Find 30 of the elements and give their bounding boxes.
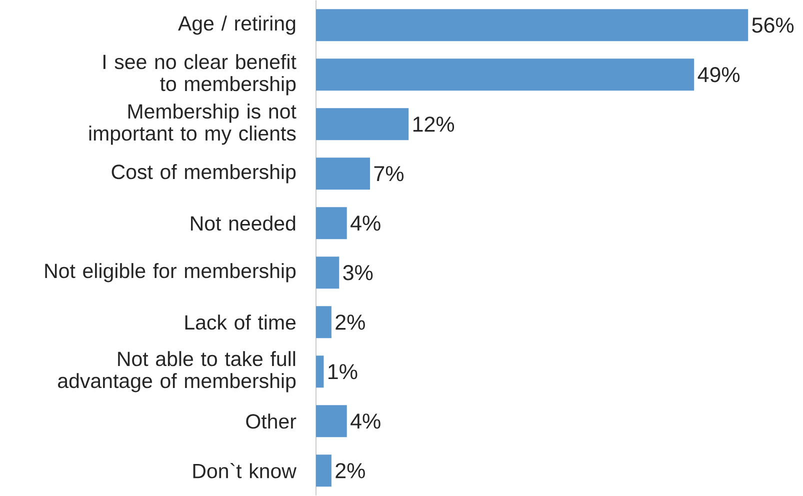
data-label: 2% — [336, 314, 365, 330]
bar — [316, 356, 324, 388]
y-tick-label: Not needed — [191, 216, 296, 231]
y-tick-label: Membership is not important to my clients — [89, 104, 296, 145]
data-label: 56% — [752, 18, 794, 33]
bar — [316, 405, 347, 438]
data-label: 4% — [350, 414, 380, 429]
data-label: 49% — [698, 67, 740, 82]
y-tick-label: Other — [246, 414, 296, 429]
bar — [316, 58, 694, 91]
y-tick-label: Age / retiring — [178, 16, 296, 35]
y-tick-label: I see no clear benefit to membership — [104, 54, 296, 96]
data-label: 1% — [328, 364, 358, 380]
data-label: 4% — [350, 216, 380, 231]
bar — [316, 158, 370, 190]
bar — [316, 454, 332, 487]
data-label: 3% — [343, 265, 373, 280]
y-tick-label: Not able to take full advantage of membership — [58, 351, 296, 392]
y-tick-label: Cost of membership — [112, 164, 296, 184]
bar — [316, 207, 347, 240]
y-tick-label: Not eligible for membership — [45, 263, 296, 282]
data-label: 7% — [374, 166, 404, 182]
bar — [316, 9, 748, 42]
data-label: 12% — [413, 116, 454, 132]
y-tick-label: Don`t know — [193, 463, 297, 478]
y-tick-label: Lack of time — [185, 314, 296, 330]
data-label: 2% — [336, 463, 365, 478]
bar — [316, 108, 409, 140]
bar — [316, 256, 340, 289]
bar — [316, 306, 332, 338]
